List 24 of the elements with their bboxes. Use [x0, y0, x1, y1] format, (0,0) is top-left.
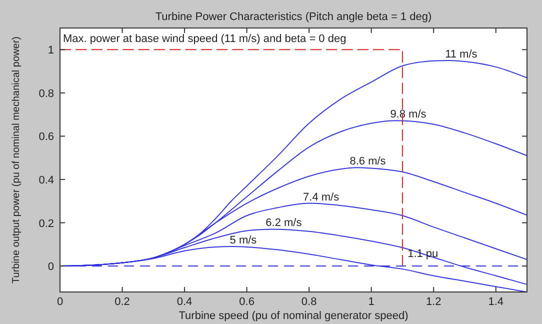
y-tick-label: 0.2 [38, 218, 54, 230]
chart-title: Turbine Power Characteristics (Pitch angle beta = 1 deg) [155, 11, 432, 23]
series-label: 5 m/s [230, 234, 258, 247]
x-axis-title: Turbine speed (pu of nominal generator speed) [178, 310, 408, 322]
y-axis-title: Turbine output power (pu of nominal mechanical power) [11, 36, 22, 284]
y-tick-label: 0 [48, 261, 54, 274]
x-tick-label: 1 [368, 296, 374, 308]
series-label: 9.8 m/s [390, 108, 427, 121]
x-tick-label: 0.8 [301, 296, 317, 308]
x-tick-label: 0.2 [114, 296, 130, 308]
x-tick-label: 0.4 [176, 296, 192, 308]
x-tick-label: 0 [56, 296, 64, 308]
x-tick-label: 0.6 [239, 296, 254, 308]
series-label: 11 m/s [445, 48, 478, 60]
annotation: Max. power at base wind speed (11 m/s) and beta = 0 deg [63, 33, 346, 45]
series-label: 6.2 m/s [266, 217, 302, 230]
x-tick-label: 1.2 [426, 296, 442, 308]
series-label: 7.4 m/s [303, 191, 340, 204]
y-tick-label: 0.4 [38, 174, 54, 186]
x-tick-label: 1.4 [488, 296, 504, 308]
series-label: 8.6 m/s [350, 156, 386, 168]
y-tick-label: 0.8 [38, 88, 54, 100]
y-tick-label: 1 [48, 44, 54, 57]
y-tick-label: 0.6 [38, 131, 54, 144]
